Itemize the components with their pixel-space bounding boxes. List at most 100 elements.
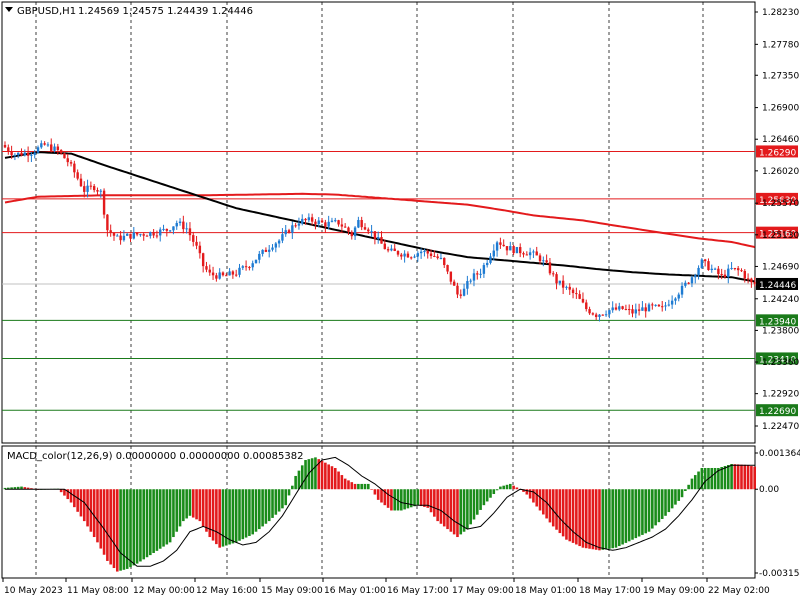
macd-histogram-bar (545, 489, 548, 519)
macd-histogram-bar (3, 487, 7, 490)
support-label: 1.22690 (759, 407, 796, 417)
macd-histogram-bar (317, 459, 321, 490)
candle-body (426, 251, 429, 254)
macd-histogram-bar (542, 489, 545, 515)
candle-body (178, 221, 182, 224)
candle-body (558, 280, 562, 284)
macd-histogram-bar (717, 467, 720, 490)
candle-body (670, 300, 674, 305)
macd-histogram-bar (505, 484, 509, 490)
candles (3, 138, 756, 322)
macd-histogram-bar (472, 489, 476, 520)
macd-histogram-bar (267, 489, 271, 522)
resistance-label: 1.25160 (759, 230, 796, 240)
candle-body (499, 242, 502, 245)
candle-body (396, 250, 400, 255)
candle-body (512, 246, 515, 254)
macd-histogram-bar (449, 489, 453, 532)
candle-body (694, 275, 697, 278)
macd-histogram-bar (86, 489, 89, 527)
candle-body (63, 153, 66, 159)
candle-body (125, 233, 129, 236)
candle-body (26, 152, 30, 156)
candle-body (482, 265, 486, 274)
macd-histogram-bar (26, 487, 30, 490)
dropdown-triangle-icon[interactable] (5, 7, 13, 12)
macd-histogram-bar (528, 489, 532, 499)
macd-histogram-bar (426, 489, 430, 508)
macd-histogram-bar (7, 487, 10, 490)
candle-body (152, 232, 155, 236)
macd-histogram-bar (59, 489, 63, 493)
candle-body (386, 249, 390, 251)
macd-histogram-bar (611, 489, 614, 549)
macd-histogram-bar (568, 489, 572, 542)
candle-body (561, 280, 565, 288)
candle-body (624, 308, 628, 310)
candle-body (66, 158, 69, 163)
macd-histogram-bar (353, 483, 357, 490)
macd-histogram-bar (644, 489, 648, 534)
ohlc-values: 1.24569 1.24575 1.24439 1.24446 (78, 6, 253, 17)
macd-histogram-bar (112, 489, 116, 569)
candle-body (135, 232, 139, 235)
candle-body (129, 233, 132, 239)
macd-histogram-bar (261, 489, 264, 527)
macd-histogram-bar (584, 489, 588, 549)
macd-histogram-bar (452, 489, 456, 535)
price-tick-label: 1.26460 (762, 135, 799, 145)
macd-histogram-bar (723, 465, 727, 490)
resistance-label-box (756, 226, 798, 239)
macd-histogram-bar (674, 489, 677, 505)
macd-header: MACD_color(12,26,9) 0.00000000 0.0000000… (7, 451, 303, 462)
macd-histogram-bar (436, 489, 439, 522)
macd-histogram-bar (20, 486, 23, 490)
candle-body (502, 244, 505, 247)
macd-histogram-bar (575, 489, 578, 545)
candle-body (73, 163, 76, 173)
candle-body (594, 314, 598, 317)
macd-histogram-bar (10, 487, 13, 490)
candle-body (509, 246, 512, 251)
macd-histogram-bar (215, 489, 218, 545)
macd-histogram-bar (627, 489, 631, 542)
candle-body (548, 262, 552, 274)
candle-body (439, 257, 443, 259)
macd-histogram-bar (601, 489, 605, 550)
time-label: 17 May 09:00 (452, 586, 514, 596)
macd-histogram-bar (241, 489, 245, 540)
candle-body (89, 185, 93, 187)
ma-slow-line (4, 192, 755, 248)
candle-body (376, 237, 380, 239)
macd-histogram-bar (485, 489, 489, 502)
price-tick-label: 1.25130 (762, 231, 799, 241)
macd-histogram-bar (591, 489, 595, 550)
macd-histogram-bar (274, 489, 278, 515)
macd-histogram-bar (76, 489, 79, 512)
candle-body (159, 229, 162, 236)
macd-histogram-bar (456, 489, 459, 538)
candle-body (106, 214, 109, 231)
candle-body (575, 293, 578, 295)
price-tick-label: 1.25570 (762, 199, 799, 209)
candle-body (7, 147, 10, 152)
candle-body (571, 289, 575, 294)
candle-body (436, 256, 439, 259)
support-label-box (756, 404, 798, 417)
candle-body (416, 253, 420, 257)
macd-histogram-bar (119, 489, 122, 571)
macd-histogram-bar (363, 483, 367, 490)
candle-body (281, 234, 284, 241)
candle-body (736, 268, 740, 271)
candle-body (456, 285, 459, 295)
macd-histogram-bar (234, 489, 238, 543)
macd-pane (3, 456, 756, 572)
candle-body (261, 249, 264, 254)
candle-body (423, 251, 426, 253)
candle-body (324, 222, 327, 227)
macd-histogram-bar (106, 489, 109, 561)
candle-body (182, 221, 185, 230)
macd-histogram-bar (419, 489, 423, 507)
macd-histogram-bar (561, 489, 565, 537)
